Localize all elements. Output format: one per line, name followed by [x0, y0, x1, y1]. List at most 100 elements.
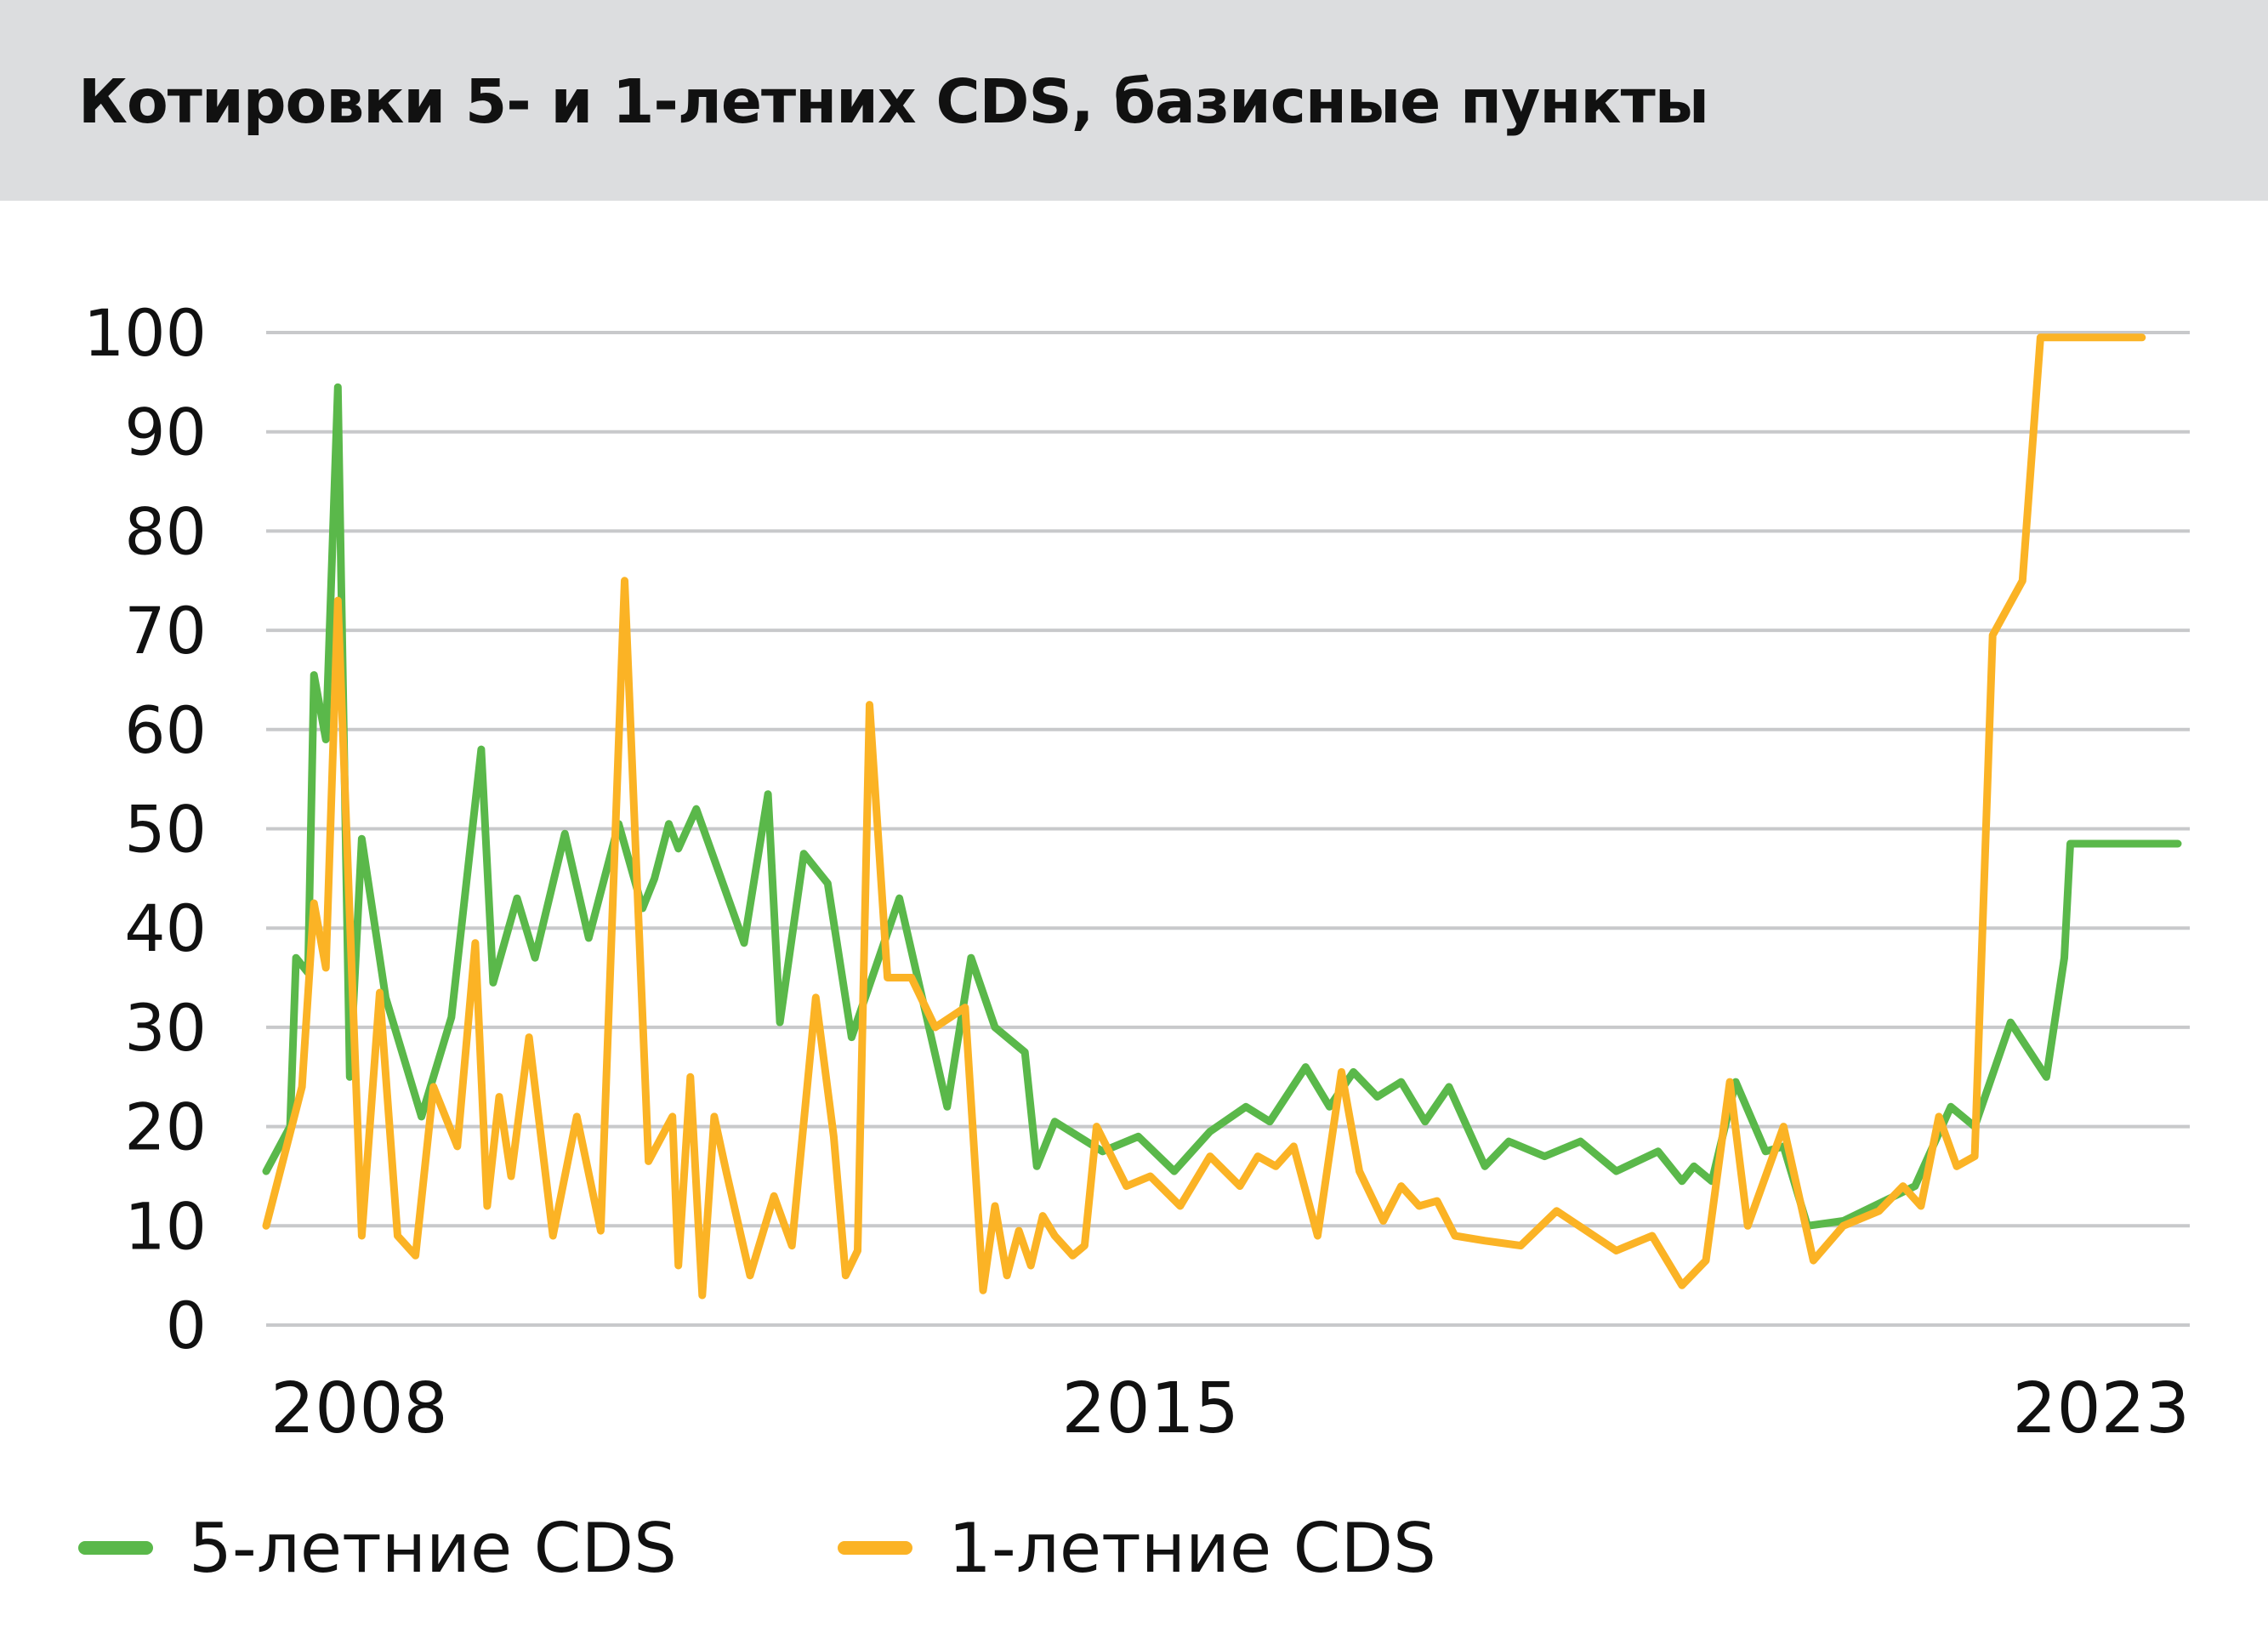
data-point: [672, 1116, 674, 1118]
y-tick-label: 30: [124, 990, 207, 1066]
data-point: [899, 897, 901, 899]
data-point: [361, 1235, 362, 1237]
data-point: [1436, 1200, 1438, 1202]
data-point: [510, 1175, 512, 1177]
data-point: [1018, 1230, 1020, 1232]
data-point: [433, 1086, 435, 1088]
data-point: [1424, 1121, 1426, 1123]
data-point: [313, 674, 315, 676]
data-point: [779, 1021, 781, 1023]
data-point: [1543, 1156, 1545, 1158]
data-point: [2088, 843, 2089, 845]
data-point: [325, 738, 327, 740]
data-point: [1843, 1220, 1845, 1221]
data-point: [1024, 1051, 1026, 1053]
legend-swatch-one-year: [838, 1541, 912, 1555]
data-point: [982, 1289, 984, 1291]
data-point: [791, 1245, 793, 1247]
data-point: [295, 957, 297, 959]
data-point: [1030, 1265, 1032, 1266]
data-point: [1083, 1245, 1085, 1247]
legend-item-five-year: 5-летние CDS: [78, 1508, 677, 1588]
data-point: [2082, 337, 2083, 338]
y-tick-label: 20: [124, 1089, 207, 1165]
data-point: [415, 1254, 417, 1256]
data-point: [2070, 843, 2072, 845]
data-point: [1616, 1170, 1617, 1172]
data-point: [1956, 1165, 1958, 1167]
y-tick-label: 10: [124, 1188, 207, 1264]
data-point: [678, 1265, 679, 1266]
data-point: [725, 1170, 727, 1172]
data-point: [397, 1235, 399, 1237]
data-point: [2141, 843, 2143, 845]
data-point: [1179, 1205, 1181, 1207]
data-point: [833, 1135, 834, 1137]
series-line-one-year: [262, 333, 2146, 1300]
data-point: [844, 1275, 846, 1277]
data-point: [1681, 1180, 1683, 1182]
data-point: [1616, 1249, 1617, 1251]
chart-header: Котировки 5- и 1-летних CDS, базисные пу…: [0, 0, 2268, 201]
data-point: [367, 878, 368, 879]
data-point: [869, 704, 871, 706]
data-point: [668, 823, 669, 825]
data-point: [2045, 1076, 2047, 1078]
data-point: [2009, 1021, 2011, 1023]
data-point: [1101, 1151, 1103, 1152]
data-point: [301, 1086, 303, 1088]
data-point: [1377, 1096, 1378, 1098]
y-tick-label: 90: [124, 395, 207, 470]
data-point: [850, 1037, 852, 1038]
data-point: [265, 1170, 267, 1172]
data-point: [2057, 337, 2059, 338]
x-tick-label: 2015: [1061, 1368, 1239, 1449]
data-point: [1579, 1141, 1581, 1142]
data-point: [1484, 1165, 1486, 1167]
data-point: [528, 1037, 530, 1038]
data-point: [1681, 1284, 1683, 1286]
data-point: [1555, 1210, 1557, 1212]
data-point: [384, 997, 386, 998]
data-point: [887, 977, 889, 979]
y-tick-label: 40: [124, 890, 207, 966]
data-point: [2123, 337, 2125, 338]
data-point: [564, 833, 566, 834]
data-point: [654, 878, 656, 879]
x-tick-label: 2023: [2012, 1368, 2190, 1449]
data-point: [713, 1116, 715, 1118]
data-point: [946, 1106, 948, 1107]
legend-label-five-year: 5-летние CDS: [189, 1508, 677, 1588]
data-point: [1328, 1106, 1330, 1107]
data-point: [2141, 337, 2143, 338]
data-point: [856, 1249, 858, 1251]
data-point: [313, 902, 315, 904]
data-point: [451, 1016, 452, 1018]
data-point: [970, 957, 972, 959]
y-tick-label: 0: [166, 1288, 207, 1363]
series-one-year: [262, 333, 2146, 1300]
data-point: [1693, 1165, 1695, 1167]
legend-item-one-year: 1-летние CDS: [838, 1509, 1436, 1588]
y-tick-label: 100: [83, 295, 207, 371]
data-point: [1950, 1106, 1952, 1107]
data-point: [600, 1230, 601, 1232]
data-point: [498, 1096, 500, 1098]
data-point: [1812, 1260, 1814, 1261]
data-point: [552, 1235, 554, 1237]
data-point: [1729, 1081, 1731, 1083]
data-point: [2021, 580, 2023, 582]
data-point: [2177, 843, 2179, 845]
data-point: [1705, 1260, 1707, 1261]
data-point: [1383, 1220, 1384, 1221]
y-tick-label: 70: [124, 593, 207, 668]
y-tick-label: 50: [124, 792, 207, 868]
data-point: [1938, 1116, 1940, 1118]
data-point: [1316, 1235, 1318, 1237]
data-point: [1454, 1235, 1456, 1237]
data-point: [492, 981, 494, 983]
data-point: [1992, 634, 1993, 636]
data-point: [994, 1205, 996, 1207]
data-point: [534, 957, 536, 959]
series-line-five-year: [262, 383, 2182, 1230]
